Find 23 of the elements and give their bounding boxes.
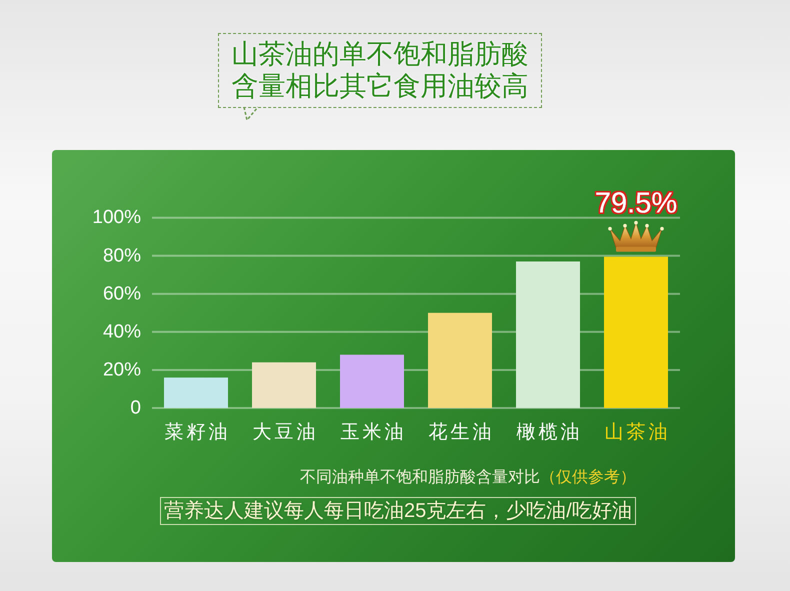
chart-title: 山茶油的单不饱和脂肪酸含量相比其它食用油较高: [230, 38, 530, 102]
bar: [604, 256, 668, 408]
bar: [164, 378, 228, 408]
y-tick-label: 80%: [102, 245, 142, 266]
bar: [516, 261, 580, 408]
x-tick-label: 山茶油: [604, 422, 670, 443]
x-tick-label: 橄榄油: [516, 422, 582, 443]
x-tick-label: 玉米油: [340, 422, 406, 443]
text: 不同油种单不饱和脂肪酸含量对比: [300, 469, 540, 486]
bar: [428, 312, 492, 408]
bar: [340, 354, 404, 408]
y-tick-label: 60%: [102, 283, 142, 304]
x-tick-label: 花生油: [428, 422, 494, 443]
bar: [252, 362, 316, 408]
y-tick-label: 100%: [92, 207, 142, 228]
text: （仅供参考）: [540, 469, 636, 486]
data-label: 79.5%: [594, 188, 678, 220]
y-tick-label: 20%: [102, 359, 142, 380]
x-tick-label: 大豆油: [252, 422, 318, 443]
text: 营养达人建议每人每日吃油25克左右，少吃油/吃好油: [160, 497, 636, 525]
x-tick-label: 菜籽油: [164, 422, 230, 443]
y-tick-label: 0: [130, 398, 141, 418]
y-tick-label: 40%: [102, 321, 142, 342]
